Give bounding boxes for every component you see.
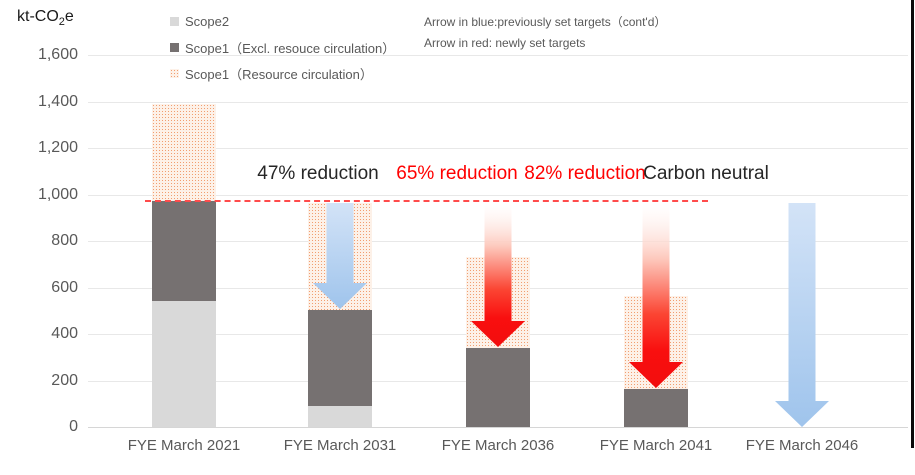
y-tick-label: 1,000 (37, 185, 78, 203)
bar-segment-scope1-excl (624, 388, 688, 427)
bar-segment-scope1-excl (466, 347, 530, 427)
gridline (88, 101, 908, 103)
red-down-arrow-icon (629, 203, 683, 389)
baseline-dashed-line (145, 200, 708, 203)
red-down-arrow-icon (471, 203, 525, 348)
blue-down-arrow-icon (313, 203, 367, 310)
category-label: FYE March 2021 (127, 437, 241, 454)
bar-segment-scope1-excl (152, 201, 216, 302)
y-tick-label: 1,200 (37, 139, 78, 156)
y-tick-label: 600 (51, 278, 78, 296)
legend-swatch-scope1-res-icon (170, 68, 179, 78)
bar-segment-scope1-res (152, 103, 216, 202)
gridline (88, 148, 908, 149)
y-tick-label: 1,600 (37, 46, 78, 63)
bar-segment-scope1-excl (308, 309, 372, 407)
y-tick-label: 0 (69, 418, 78, 435)
chart-legend: Scope2 Scope1（Excl. resouce circulation）… (170, 8, 395, 86)
arrow-color-notes: Arrow in blue:previously set targets（con… (424, 12, 666, 54)
annotation-label: 82% reduction (524, 163, 646, 184)
legend-item-scope1-res: Scope1（Resource circulation） (170, 60, 395, 86)
annotation-label: Carbon neutral (643, 163, 769, 184)
legend-swatch-scope1-excl-icon (170, 42, 179, 52)
y-tick-label: 1,400 (37, 92, 78, 110)
category-label: FYE March 2041 (599, 437, 713, 454)
legend-swatch-scope2-icon (170, 16, 179, 26)
legend-label: Scope2 (185, 13, 230, 29)
gridline (88, 194, 908, 196)
y-tick-label: 200 (51, 371, 78, 389)
bar-segment-scope2 (152, 301, 216, 427)
category-label: FYE March 2046 (745, 437, 859, 454)
note-blue-arrow: Arrow in blue:previously set targets（con… (424, 15, 667, 29)
category-label: FYE March 2031 (283, 437, 397, 454)
legend-item-scope1-excl: Scope1（Excl. resouce circulation） (170, 34, 395, 60)
legend-item-scope2: Scope2 (170, 8, 395, 34)
note-red-arrow: Arrow in red: newly set targets (424, 36, 586, 50)
category-label: FYE March 2036 (441, 437, 555, 454)
y-tick-label: 400 (51, 325, 78, 342)
blue-down-arrow-icon (775, 203, 829, 428)
y-tick-label: 800 (51, 232, 78, 249)
screenshot-right-border (911, 0, 914, 448)
y-axis-unit-label: kt-CO2e (17, 8, 74, 29)
annotation-label: 65% reduction (396, 163, 518, 184)
gridline (88, 55, 908, 56)
x-axis-line (88, 427, 908, 428)
legend-label: Scope1（Excl. resouce circulation） (185, 40, 396, 56)
annotation-label: 47% reduction (257, 163, 379, 184)
legend-label: Scope1（Resource circulation） (185, 66, 373, 82)
bar-segment-scope2 (308, 406, 372, 427)
